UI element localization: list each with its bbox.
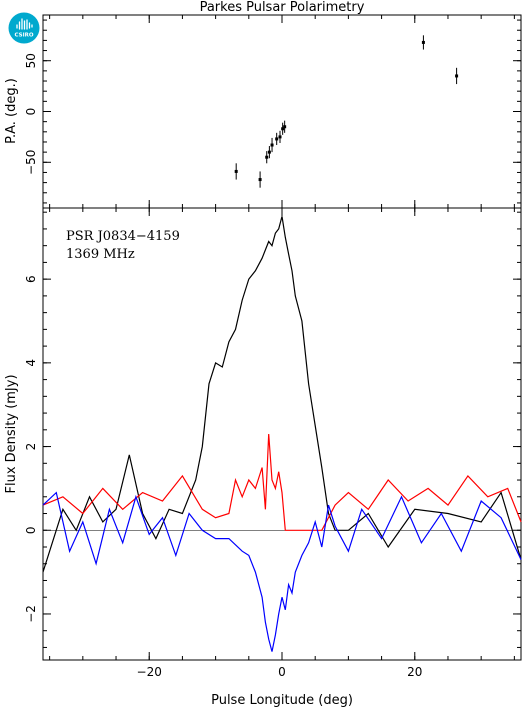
flux-xlabel: Pulse Longitude (deg) xyxy=(211,693,353,708)
xtick-label: −20 xyxy=(137,665,162,679)
ytick-label: 6 xyxy=(24,275,38,283)
xtick-label: 0 xyxy=(278,665,286,679)
pa-data-points xyxy=(234,35,459,188)
pa-point xyxy=(455,74,459,78)
pulsar-name-label: PSR J0834−4159 xyxy=(66,229,180,244)
pa-point xyxy=(281,127,285,131)
flux-ylabel: Flux Density (mJy) xyxy=(4,374,19,493)
pa-point xyxy=(234,169,238,173)
ytick-label: 0 xyxy=(24,108,38,116)
csiro-logo-icon: CSIRO xyxy=(8,12,40,44)
pa-axis-ticks: −50 0 50 xyxy=(24,15,521,208)
pa-point xyxy=(275,137,279,141)
pa-panel: −50 0 50 P.A. (deg.) xyxy=(4,14,522,209)
xtick-label: 20 xyxy=(407,665,422,679)
pa-point xyxy=(421,40,425,44)
ytick-label: 50 xyxy=(24,53,38,68)
ytick-label: −50 xyxy=(24,150,38,175)
ytick-label: 0 xyxy=(24,526,38,534)
pa-point xyxy=(265,155,269,159)
frequency-label: 1369 MHz xyxy=(66,247,135,262)
flux-panel-frame xyxy=(42,207,522,661)
csiro-logo: CSIRO xyxy=(8,12,40,44)
chart-title: Parkes Pulsar Polarimetry xyxy=(200,0,365,15)
pa-point xyxy=(258,178,262,182)
flux-series-1 xyxy=(42,433,522,531)
ytick-label: 4 xyxy=(24,359,38,367)
flux-series-lines xyxy=(42,216,522,652)
pa-point xyxy=(270,143,274,147)
pa-ylabel: P.A. (deg.) xyxy=(4,78,19,144)
ytick-label: −2 xyxy=(24,605,38,623)
ytick-label: 2 xyxy=(24,443,38,451)
pa-panel-frame xyxy=(42,14,522,209)
csiro-logo-text: CSIRO xyxy=(14,33,33,39)
pa-point xyxy=(283,125,287,129)
pa-point xyxy=(267,150,271,154)
pa-point xyxy=(278,135,282,139)
flux-series-2 xyxy=(42,491,522,652)
flux-series-0 xyxy=(42,216,522,573)
